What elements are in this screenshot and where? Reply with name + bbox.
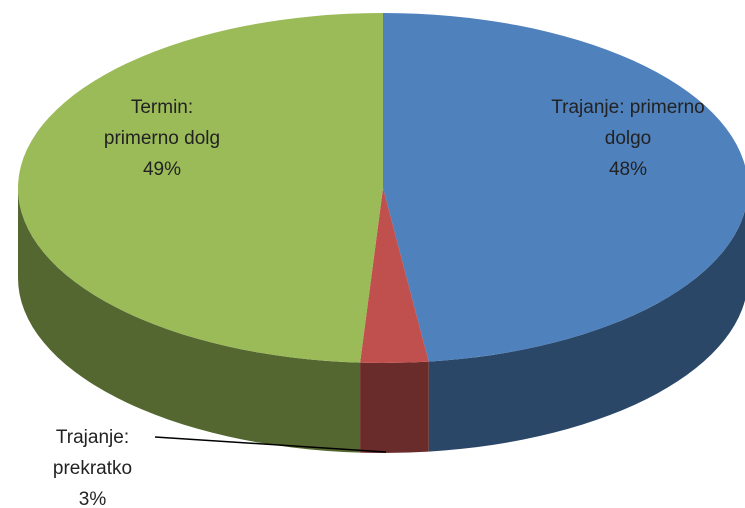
slice	[360, 188, 429, 363]
leader-line	[154, 436, 387, 453]
slice-label: Trajanje: prekratko 3%	[40, 422, 145, 508]
slice	[383, 13, 745, 362]
slice-side	[360, 361, 429, 453]
slice-label: Trajanje: primerno dolgo 48%	[548, 92, 708, 185]
value-label: 3%	[78, 489, 107, 508]
category-label: Trajanje: primerno dolgo	[551, 97, 705, 149]
category-label: Trajanje: prekratko	[52, 427, 133, 479]
value-label: 48%	[608, 159, 648, 180]
category-label: Termin: primerno dolg	[103, 97, 221, 149]
value-label: 49%	[142, 159, 182, 180]
slice	[18, 13, 383, 363]
slice-label: Termin: primerno dolg 49%	[92, 92, 232, 185]
slice-side	[18, 188, 361, 453]
slice-side	[428, 210, 745, 452]
